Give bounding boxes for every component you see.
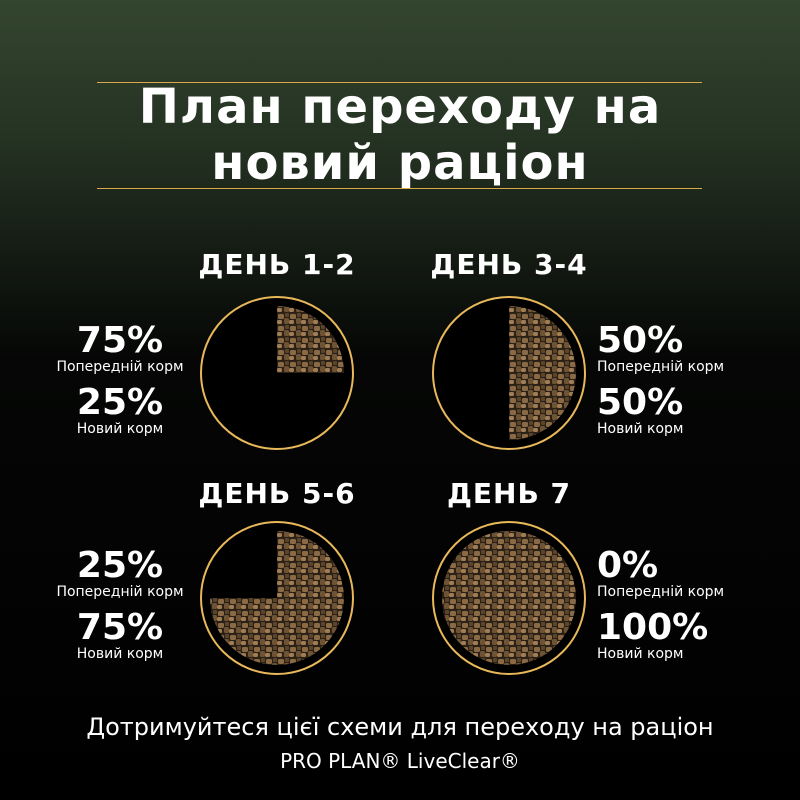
old-food-label: Попередній корм [56, 584, 184, 600]
day-heading: ДЕНЬ 3-4 [430, 248, 588, 281]
new-food-wedge [442, 531, 576, 665]
title-bottom-rule [97, 188, 702, 189]
old-food-percent: 25% [76, 545, 164, 586]
old-food-percent: 75% [76, 320, 164, 361]
new-food-label: Новий корм [597, 646, 684, 662]
old-food-percent: 0% [597, 545, 659, 586]
old-food-percent: 50% [597, 320, 684, 361]
new-food-wedge [277, 306, 344, 373]
old-food-label: Попередній корм [597, 584, 725, 600]
new-food-wedge [509, 306, 576, 440]
title-top-rule [97, 82, 702, 83]
food-ratio-pie [200, 521, 354, 675]
food-ratio-pie [432, 296, 586, 450]
page-title-line1: План переходу на [138, 79, 662, 135]
food-ratio-pie [200, 296, 354, 450]
footer-brand: PRO PLAN® LiveClear® [280, 749, 520, 773]
new-food-percent: 100% [597, 607, 709, 648]
new-food-label: Новий корм [597, 421, 684, 437]
day-heading: ДЕНЬ 5-6 [198, 477, 356, 510]
page-title-line2: новий раціон [211, 135, 589, 191]
footer-instruction: Дотримуйтеся цієї схеми для переходу на … [86, 713, 714, 741]
new-food-percent: 50% [597, 382, 684, 423]
new-food-wedge [210, 531, 344, 665]
new-food-percent: 75% [76, 607, 164, 648]
new-food-percent: 25% [76, 382, 164, 423]
old-food-label: Попередній корм [597, 359, 725, 375]
day-heading: ДЕНЬ 1-2 [198, 248, 356, 281]
new-food-label: Новий корм [76, 646, 164, 662]
old-food-label: Попередній корм [56, 359, 184, 375]
day-heading: ДЕНЬ 7 [446, 477, 572, 510]
new-food-label: Новий корм [76, 421, 164, 437]
food-ratio-pie [432, 521, 586, 675]
